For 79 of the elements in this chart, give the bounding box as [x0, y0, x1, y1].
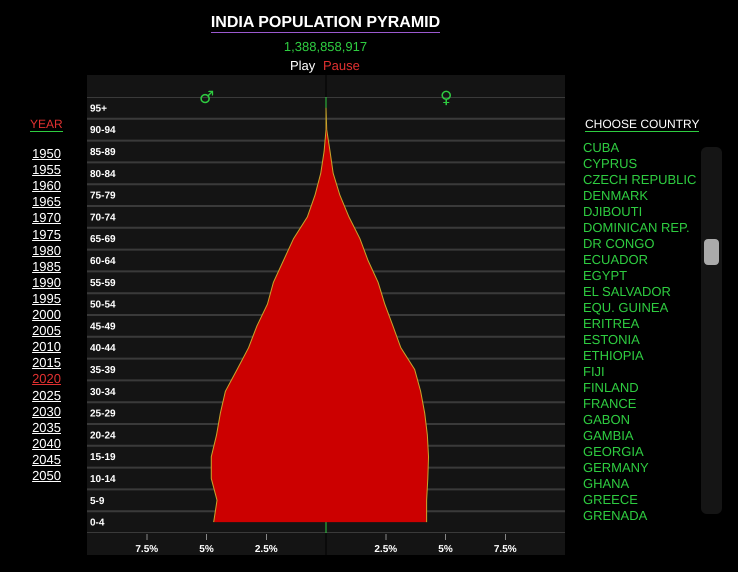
- text: DJIBOUTI: [583, 204, 642, 219]
- text: 2045: [32, 452, 61, 467]
- text: ESTONIA: [583, 332, 640, 347]
- x-tick-label: 2.5%: [374, 544, 398, 555]
- y-tick-label: 20-24: [90, 430, 116, 442]
- text: CHOOSE COUNTRY: [585, 117, 700, 132]
- text: Pause: [323, 58, 360, 73]
- y-tick-label: 65-69: [90, 234, 116, 246]
- text: 2040: [32, 436, 61, 451]
- text: 2000: [32, 307, 61, 322]
- x-tick-label: 2.5%: [254, 544, 278, 555]
- y-tick-label: 95+: [90, 103, 108, 114]
- text: 2010: [32, 339, 61, 354]
- chart-title: INDIA POPULATION PYRAMID: [210, 14, 440, 33]
- text: DENMARK: [583, 188, 648, 203]
- y-tick-label: 35-39: [90, 365, 116, 376]
- text: ERITREA: [583, 316, 640, 331]
- text: 1980: [32, 242, 61, 258]
- y-tick-label: 45-49: [90, 321, 116, 332]
- y-tick-label: 15-19: [90, 452, 116, 464]
- text: 1990: [32, 274, 61, 290]
- text: CUBA: [583, 140, 620, 155]
- text: 2030: [32, 404, 61, 419]
- text: 1965: [32, 194, 61, 210]
- text: 2025: [32, 388, 61, 402]
- y-tick-label: 0-4: [90, 518, 105, 529]
- text: 1950: [32, 146, 61, 161]
- text: GEORGIA: [583, 444, 644, 459]
- text: 1955: [32, 162, 61, 178]
- text: YEAR: [30, 117, 63, 132]
- y-tick-label: 90-94: [90, 125, 116, 136]
- text: GERMANY: [583, 460, 649, 475]
- y-tick-label: 80-84: [90, 168, 116, 180]
- text: 2020: [32, 371, 61, 386]
- text: Play: [290, 58, 316, 73]
- text: ECUADOR: [583, 252, 648, 267]
- text: CYPRUS: [583, 156, 638, 171]
- annotation: ♀: [440, 88, 452, 108]
- text: 2035: [32, 420, 61, 435]
- x-tick-label: 7.5%: [494, 544, 517, 555]
- y-tick-label: 75-79: [90, 190, 116, 202]
- text: GHANA: [583, 476, 630, 491]
- y-tick-label: 70-74: [90, 212, 116, 224]
- text: 1960: [32, 178, 61, 194]
- text: FRANCE: [583, 396, 636, 411]
- y-tick-label: 40-44: [90, 343, 116, 354]
- chart-subtitle: 1,388,858,917: [282, 39, 368, 54]
- text: 2015: [32, 355, 61, 370]
- text: FIJI: [583, 364, 605, 379]
- y-tick-label: 85-89: [90, 147, 116, 158]
- text: EL SALVADOR: [583, 284, 671, 299]
- text: DR CONGO: [583, 236, 654, 251]
- annotation: ♂: [199, 88, 214, 108]
- y-tick-label: 55-59: [90, 278, 116, 289]
- x-tick-label: 7.5%: [135, 544, 158, 555]
- y-tick-label: 5-9: [90, 496, 105, 507]
- y-tick-label: 25-29: [90, 408, 116, 420]
- y-tick-label: 30-34: [90, 386, 116, 398]
- text: GRENADA: [583, 508, 648, 523]
- text: ETHIOPIA: [583, 348, 644, 363]
- text: GREECE: [583, 492, 638, 507]
- text: 1985: [32, 258, 61, 274]
- text: GAMBIA: [583, 428, 634, 443]
- text: EQU. GUINEA: [583, 300, 668, 315]
- x-tick-label: 5%: [438, 544, 453, 555]
- text: EGYPT: [583, 268, 628, 283]
- text: 1995: [32, 290, 61, 306]
- x-tick-label: 5%: [199, 544, 214, 555]
- text: 2050: [32, 468, 61, 483]
- text: 1975: [32, 226, 61, 242]
- text: CZECH REPUBLIC: [583, 172, 696, 187]
- text: 2005: [32, 323, 61, 338]
- y-tick-label: 60-64: [90, 256, 116, 267]
- y-tick-label: 50-54: [90, 300, 116, 311]
- text: DOMINICAN REP.: [583, 220, 690, 235]
- text: 1970: [32, 210, 61, 226]
- text: FINLAND: [583, 380, 639, 395]
- y-tick-label: 10-14: [90, 474, 116, 485]
- text: GABON: [583, 412, 630, 427]
